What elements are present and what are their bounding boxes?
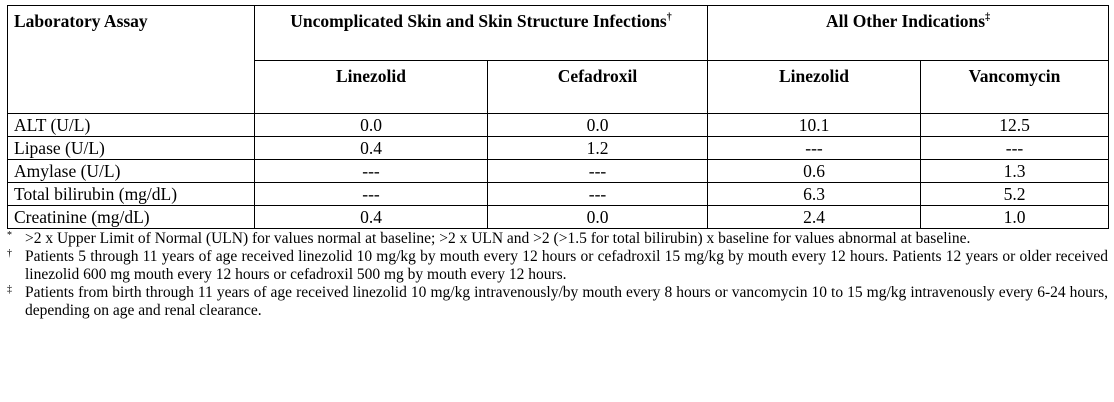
table-cell: --- <box>254 182 488 206</box>
footnote: † Patients 5 through 11 years of age rece… <box>7 248 1108 284</box>
table-row: Amylase (U/L) --- --- 0.6 1.3 <box>7 159 1110 183</box>
table-cell: 10.1 <box>707 113 922 137</box>
footnote-mark: † <box>7 248 12 259</box>
table-cell: 1.0 <box>920 205 1110 229</box>
table-cell: 5.2 <box>920 182 1110 206</box>
table-cell: 0.0 <box>486 113 709 137</box>
header-text: Laboratory Assay <box>14 11 148 31</box>
footnote-ref: † <box>666 12 672 24</box>
footnote: ‡ Patients from birth through 11 years of… <box>7 284 1108 320</box>
table-row: ALT (U/L) 0.0 0.0 10.1 12.5 <box>7 113 1110 137</box>
table-cell: Lipase (U/L) <box>7 136 255 160</box>
table-cell: 0.0 <box>486 205 709 229</box>
column-header: Linezolid <box>707 60 922 114</box>
table-row: Creatinine (mg/dL) 0.4 0.0 2.4 1.0 <box>7 205 1110 229</box>
column-header: Linezolid <box>254 60 488 114</box>
footnotes: * >2 x Upper Limit of Normal (ULN) for va… <box>7 230 1108 320</box>
column-header: Vancomycin <box>920 60 1110 114</box>
footnote-text: Patients 5 through 11 years of age recei… <box>25 248 1108 283</box>
table-cell: Creatinine (mg/dL) <box>7 205 255 229</box>
table-cell: Amylase (U/L) <box>7 159 255 183</box>
header-text: Uncomplicated Skin and Skin Structure In… <box>290 11 667 31</box>
lab-table: Laboratory Assay Uncomplicated Skin and … <box>7 5 1110 229</box>
table-cell: 1.3 <box>920 159 1110 183</box>
header-cell: All Other Indications‡ <box>707 5 1110 61</box>
table-cell: ALT (U/L) <box>7 113 255 137</box>
footnote-mark: ‡ <box>7 284 12 295</box>
footnote-text: Patients from birth through 11 years of … <box>25 284 1108 319</box>
table-cell: 0.0 <box>254 113 488 137</box>
table-cell: 0.6 <box>707 159 922 183</box>
footnote-text: >2 x Upper Limit of Normal (ULN) for val… <box>25 230 971 247</box>
table-cell: 12.5 <box>920 113 1110 137</box>
table-cell: Total bilirubin (mg/dL) <box>7 182 255 206</box>
document: Laboratory Assay Uncomplicated Skin and … <box>7 5 1110 320</box>
footnote-mark: * <box>7 230 12 241</box>
table-cell: 2.4 <box>707 205 922 229</box>
table-cell: --- <box>486 182 709 206</box>
footnote-ref: ‡ <box>985 12 991 24</box>
table-cell: --- <box>254 159 488 183</box>
table-cell: 0.4 <box>254 136 488 160</box>
table-row: Lipase (U/L) 0.4 1.2 --- --- <box>7 136 1110 160</box>
column-header: Cefadroxil <box>486 60 709 114</box>
table-cell: --- <box>920 136 1110 160</box>
table-cell: --- <box>707 136 922 160</box>
table-cell: 6.3 <box>707 182 922 206</box>
table-cell: --- <box>486 159 709 183</box>
table-cell: 0.4 <box>254 205 488 229</box>
header-text: All Other Indications <box>825 11 986 31</box>
footnote: * >2 x Upper Limit of Normal (ULN) for va… <box>7 230 1108 248</box>
table-row: Total bilirubin (mg/dL) --- --- 6.3 5.2 <box>7 182 1110 206</box>
header-cell: Laboratory Assay <box>7 5 255 114</box>
table-cell: 1.2 <box>486 136 709 160</box>
header-cell: Uncomplicated Skin and Skin Structure In… <box>253 5 709 61</box>
